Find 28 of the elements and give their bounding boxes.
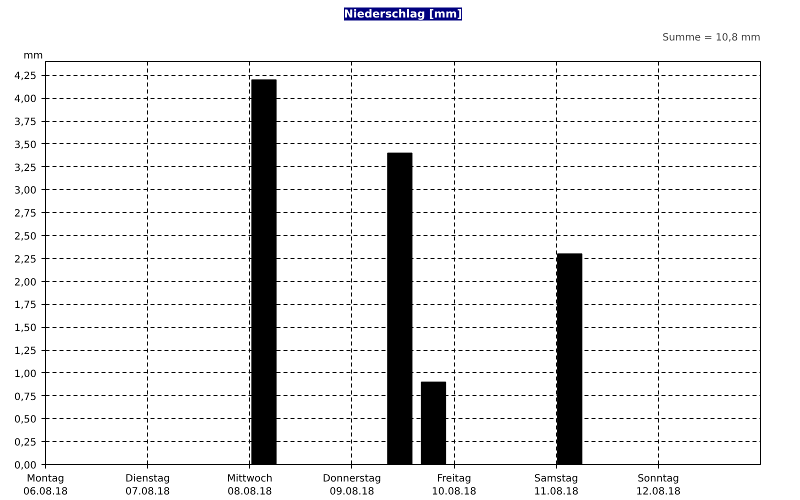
- y-axis-title: mm: [24, 50, 43, 62]
- x-tick-label: Montag 06.08.18: [23, 474, 68, 498]
- y-tick-label: 3,50: [14, 140, 36, 151]
- x-tick-label: Samstag 11.08.18: [534, 474, 578, 498]
- y-tick-label: 1,75: [14, 300, 36, 312]
- y-tick-label: 1,00: [14, 368, 36, 380]
- y-tick-label: 0,00: [14, 460, 36, 472]
- x-tick-label: Sonntag 12.08.18: [636, 474, 681, 498]
- y-tick-label: 2,25: [14, 254, 36, 266]
- y-tick-label: 1,50: [14, 323, 36, 334]
- y-tick-label: 2,00: [14, 277, 36, 288]
- text: Summe = 10,8 mm: [662, 32, 760, 44]
- y-tick-label: 3,00: [14, 186, 36, 197]
- chart-title: Niederschlag [mm]: [344, 8, 462, 20]
- y-tick-label: 3,75: [14, 117, 36, 128]
- y-tick-label: 0,75: [14, 392, 36, 403]
- y-tick-label: 0,25: [14, 438, 36, 449]
- y-tick-label: 3,25: [14, 162, 36, 174]
- y-tick-label: 2,75: [14, 208, 36, 220]
- x-tick-label: Donnerstag 09.08.18: [322, 474, 382, 498]
- x-tick-label: Freitag 10.08.18: [432, 474, 476, 498]
- y-tick-label: 0,50: [14, 414, 36, 426]
- x-tick-label: Dienstag 07.08.18: [125, 474, 170, 498]
- y-tick-label: 4,00: [14, 94, 36, 106]
- y-tick-label: 4,25: [14, 71, 36, 82]
- y-tick-label: 1,25: [14, 346, 36, 358]
- y-tick-label: 2,50: [14, 232, 36, 243]
- x-tick-label: Mittwoch 08.08.18: [227, 474, 272, 498]
